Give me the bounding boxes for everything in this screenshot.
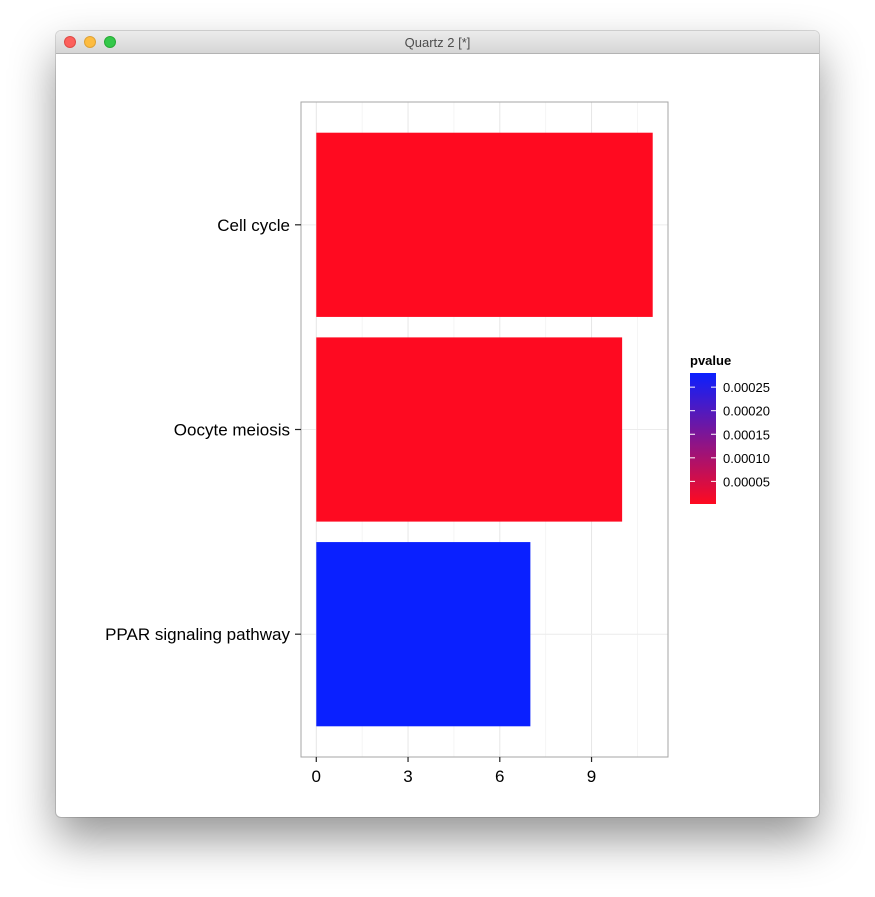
legend-label: 0.00015 — [723, 427, 770, 442]
y-axis-label: Oocyte meiosis — [174, 421, 290, 440]
minimize-window-button[interactable] — [84, 36, 96, 48]
y-axis-label: PPAR signaling pathway — [105, 625, 290, 644]
zoom-window-button[interactable] — [104, 36, 116, 48]
window-title: Quartz 2 [*] — [404, 35, 471, 50]
close-window-button[interactable] — [64, 36, 76, 48]
legend-title: pvalue — [690, 353, 731, 368]
x-axis-tick-label: 3 — [403, 767, 412, 786]
legend-label: 0.00005 — [723, 474, 770, 489]
legend-label: 0.00025 — [723, 380, 770, 395]
x-axis-tick-label: 9 — [587, 767, 596, 786]
legend-label: 0.00010 — [723, 451, 770, 466]
legend-colorbar — [690, 373, 716, 504]
y-axis-label: Cell cycle — [217, 216, 290, 235]
x-axis-tick-label: 6 — [495, 767, 504, 786]
legend-label: 0.00020 — [723, 404, 770, 419]
x-axis-tick-label: 0 — [312, 767, 321, 786]
bar-oocyte-meiosis — [316, 337, 623, 522]
title-bar[interactable]: Quartz 2 [*] — [56, 31, 819, 54]
bar-cell-cycle — [316, 132, 653, 317]
bar-ppar-signaling-pathway — [316, 542, 531, 727]
